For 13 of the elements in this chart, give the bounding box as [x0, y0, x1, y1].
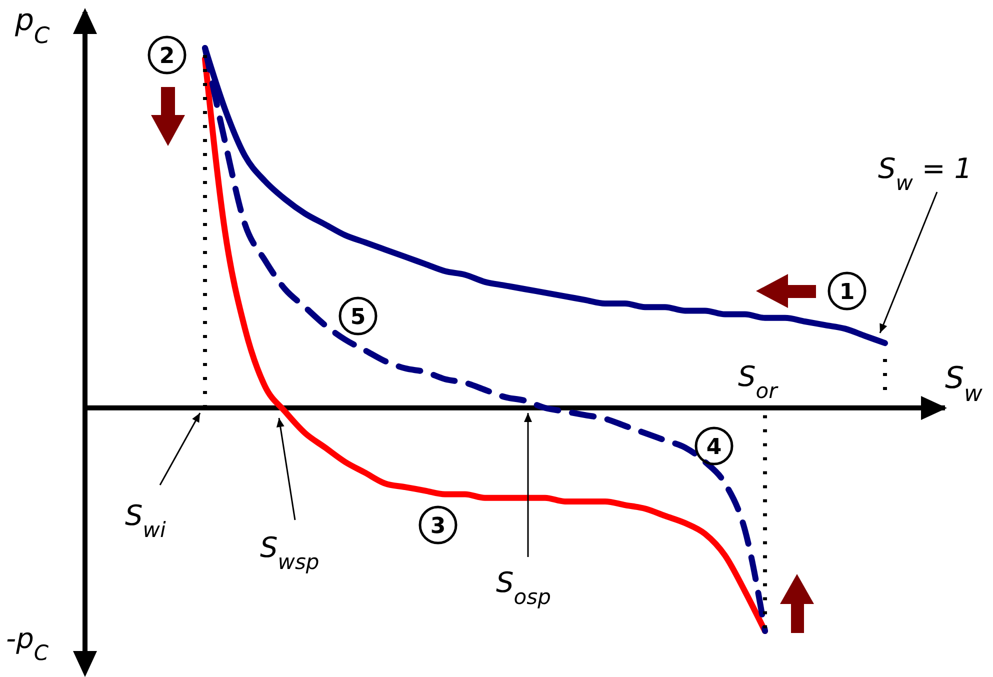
x-axis-title: S$_{w}$ [945, 361, 984, 407]
annotation: S$_{wsp}$ [260, 531, 320, 574]
text: -p$_{C}$ [6, 622, 49, 665]
annotation: S$_{osp}$ [496, 566, 551, 609]
annotation: S$_{wi}$ [125, 499, 166, 542]
annotation: S$_{w}$ = 1 [878, 152, 972, 195]
annotation: S$_{or}$ [738, 360, 779, 403]
annotation: 3 [430, 514, 446, 539]
annotation: 4 [706, 435, 722, 460]
annotation: 5 [350, 305, 366, 330]
annotation: 1 [839, 280, 855, 305]
y-axis-title: p$_{C}$ [14, 3, 50, 49]
annotation: 2 [159, 44, 175, 69]
